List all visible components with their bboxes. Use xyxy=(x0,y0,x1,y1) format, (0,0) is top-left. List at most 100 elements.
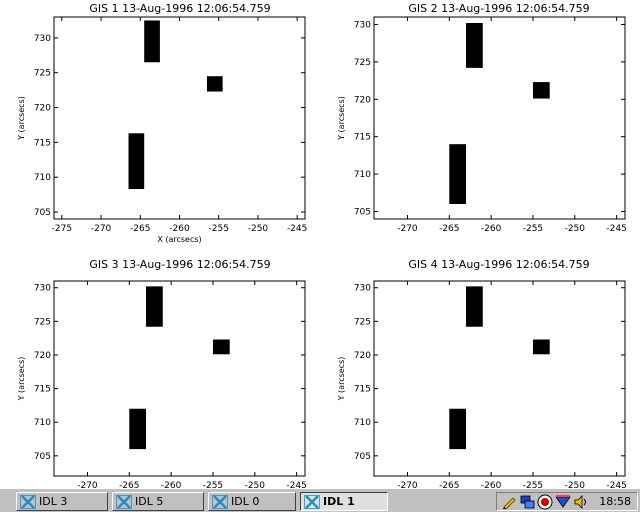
y-tick-label: 720 xyxy=(34,351,51,361)
taskbar-button-label: IDL 1 xyxy=(323,495,355,508)
x-tick-label: -260 xyxy=(169,224,190,234)
x-tick-label: -275 xyxy=(52,224,72,234)
y-tick-label: 730 xyxy=(354,20,371,30)
taskbar: IDL 3 IDL 5 IDL 0 IDL 1 xyxy=(0,488,640,512)
x-tick-label: -255 xyxy=(203,481,223,488)
plot-title: GIS 3 13-Aug-1996 12:06:54.759 xyxy=(89,258,270,271)
y-tick-label: 720 xyxy=(34,104,51,114)
y-tick-label: 715 xyxy=(34,385,51,395)
gis-plot-1: GIS 1 13-Aug-1996 12:06:54.759 -275 -270 -2… xyxy=(17,2,307,244)
y-tick-label: 705 xyxy=(354,452,371,462)
y-tick-label: 730 xyxy=(34,284,51,294)
taskbar-button-idl-1[interactable]: IDL 1 xyxy=(300,492,388,511)
record-icon[interactable] xyxy=(537,494,553,510)
y-tick-label: 715 xyxy=(354,133,371,143)
x-tick-label: -265 xyxy=(130,224,150,234)
x-tick-label: -270 xyxy=(77,481,98,488)
x-tick-label: -260 xyxy=(481,481,502,488)
y-axis-label: Y (arcsecs) xyxy=(337,96,346,141)
x-tick-label: -255 xyxy=(523,481,543,488)
x-tick-label: -260 xyxy=(481,224,502,234)
x-tick-label: -245 xyxy=(286,481,306,488)
source-block xyxy=(212,339,230,355)
y-tick-label: 725 xyxy=(354,58,371,68)
source-block xyxy=(466,286,483,327)
y-tick-label: 705 xyxy=(354,208,371,218)
y-tick-label: 730 xyxy=(354,284,371,294)
taskbar-button-label: IDL 5 xyxy=(135,495,164,508)
y-tick-label: 725 xyxy=(34,317,51,327)
source-block xyxy=(129,408,147,450)
pencil-icon[interactable] xyxy=(501,494,517,510)
x-tick-label: -245 xyxy=(287,224,307,234)
y-tick-label: 710 xyxy=(354,170,371,180)
source-block xyxy=(449,408,467,450)
y-tick-label: 720 xyxy=(354,351,371,361)
source-block xyxy=(466,22,483,68)
source-block xyxy=(144,20,160,63)
y-tick-label: 725 xyxy=(354,317,371,327)
x-tick-label: -270 xyxy=(397,224,418,234)
idl-icon xyxy=(20,494,36,509)
source-block xyxy=(532,82,550,99)
gis-plot-3: GIS 3 13-Aug-1996 12:06:54.759 -270 -265 -2… xyxy=(17,258,307,488)
source-block xyxy=(532,339,550,355)
x-tick-label: -265 xyxy=(439,224,459,234)
x-tick-label: -250 xyxy=(245,481,266,488)
source-block xyxy=(206,76,223,92)
x-tick-label: -255 xyxy=(523,224,543,234)
idl-icon xyxy=(212,494,228,509)
idl-icon xyxy=(116,494,132,509)
plot-window: GIS 1 13-Aug-1996 12:06:54.759 -275 -270 -2… xyxy=(17,2,627,488)
x-tick-label: -245 xyxy=(606,224,626,234)
plot-title: GIS 4 13-Aug-1996 12:06:54.759 xyxy=(408,258,589,271)
plot-frame xyxy=(53,16,306,220)
y-tick-label: 710 xyxy=(34,418,51,428)
x-tick-label: -265 xyxy=(439,481,459,488)
taskbar-button-idl-3[interactable]: IDL 3 xyxy=(16,492,108,511)
source-block xyxy=(449,144,467,205)
volume-icon[interactable] xyxy=(573,494,589,510)
y-tick-label: 715 xyxy=(354,385,371,395)
network-icon[interactable] xyxy=(519,494,535,510)
x-tick-label: -270 xyxy=(91,224,112,234)
y-axis-label: Y (arcsecs) xyxy=(17,357,26,402)
filter-icon[interactable] xyxy=(555,494,571,510)
system-tray: 18:58 xyxy=(496,492,638,511)
taskbar-button-label: IDL 3 xyxy=(39,495,68,508)
y-tick-label: 710 xyxy=(354,418,371,428)
x-tick-label: -270 xyxy=(397,481,418,488)
y-tick-label: 710 xyxy=(34,173,51,183)
y-tick-label: 725 xyxy=(34,69,51,79)
idl-icon xyxy=(304,494,320,509)
source-block xyxy=(146,286,163,327)
gis-plot-4: GIS 4 13-Aug-1996 12:06:54.759 -270 -265 -2… xyxy=(337,258,627,488)
clock: 18:58 xyxy=(599,495,631,508)
y-axis-label: Y (arcsecs) xyxy=(17,96,26,141)
x-tick-label: -245 xyxy=(606,481,626,488)
plot-title: GIS 1 13-Aug-1996 12:06:54.759 xyxy=(89,2,270,15)
y-tick-label: 705 xyxy=(34,452,51,462)
plot-title: GIS 2 13-Aug-1996 12:06:54.759 xyxy=(408,2,589,15)
y-tick-label: 730 xyxy=(34,34,51,44)
x-tick-label: -255 xyxy=(209,224,229,234)
x-tick-label: -260 xyxy=(161,481,182,488)
x-axis-label: X (arcsecs) xyxy=(157,235,201,244)
y-axis-label: Y (arcsecs) xyxy=(337,357,346,402)
x-tick-label: -250 xyxy=(248,224,269,234)
y-tick-label: 720 xyxy=(354,95,371,105)
gis-plot-2: GIS 2 13-Aug-1996 12:06:54.759 -270 -265 -2… xyxy=(337,2,627,234)
plot-frame xyxy=(53,280,306,477)
plot-frame xyxy=(373,16,626,220)
y-tick-label: 705 xyxy=(34,208,51,218)
x-tick-label: -250 xyxy=(565,224,586,234)
taskbar-button-idl-5[interactable]: IDL 5 xyxy=(112,492,204,511)
x-tick-label: -250 xyxy=(565,481,586,488)
plots-canvas: GIS 1 13-Aug-1996 12:06:54.759 -275 -270 -2… xyxy=(17,2,627,488)
y-tick-label: 715 xyxy=(34,138,51,148)
source-block xyxy=(128,133,145,190)
taskbar-button-idl-0[interactable]: IDL 0 xyxy=(208,492,296,511)
taskbar-button-label: IDL 0 xyxy=(231,495,260,508)
plot-frame xyxy=(373,280,626,477)
x-tick-label: -265 xyxy=(119,481,139,488)
